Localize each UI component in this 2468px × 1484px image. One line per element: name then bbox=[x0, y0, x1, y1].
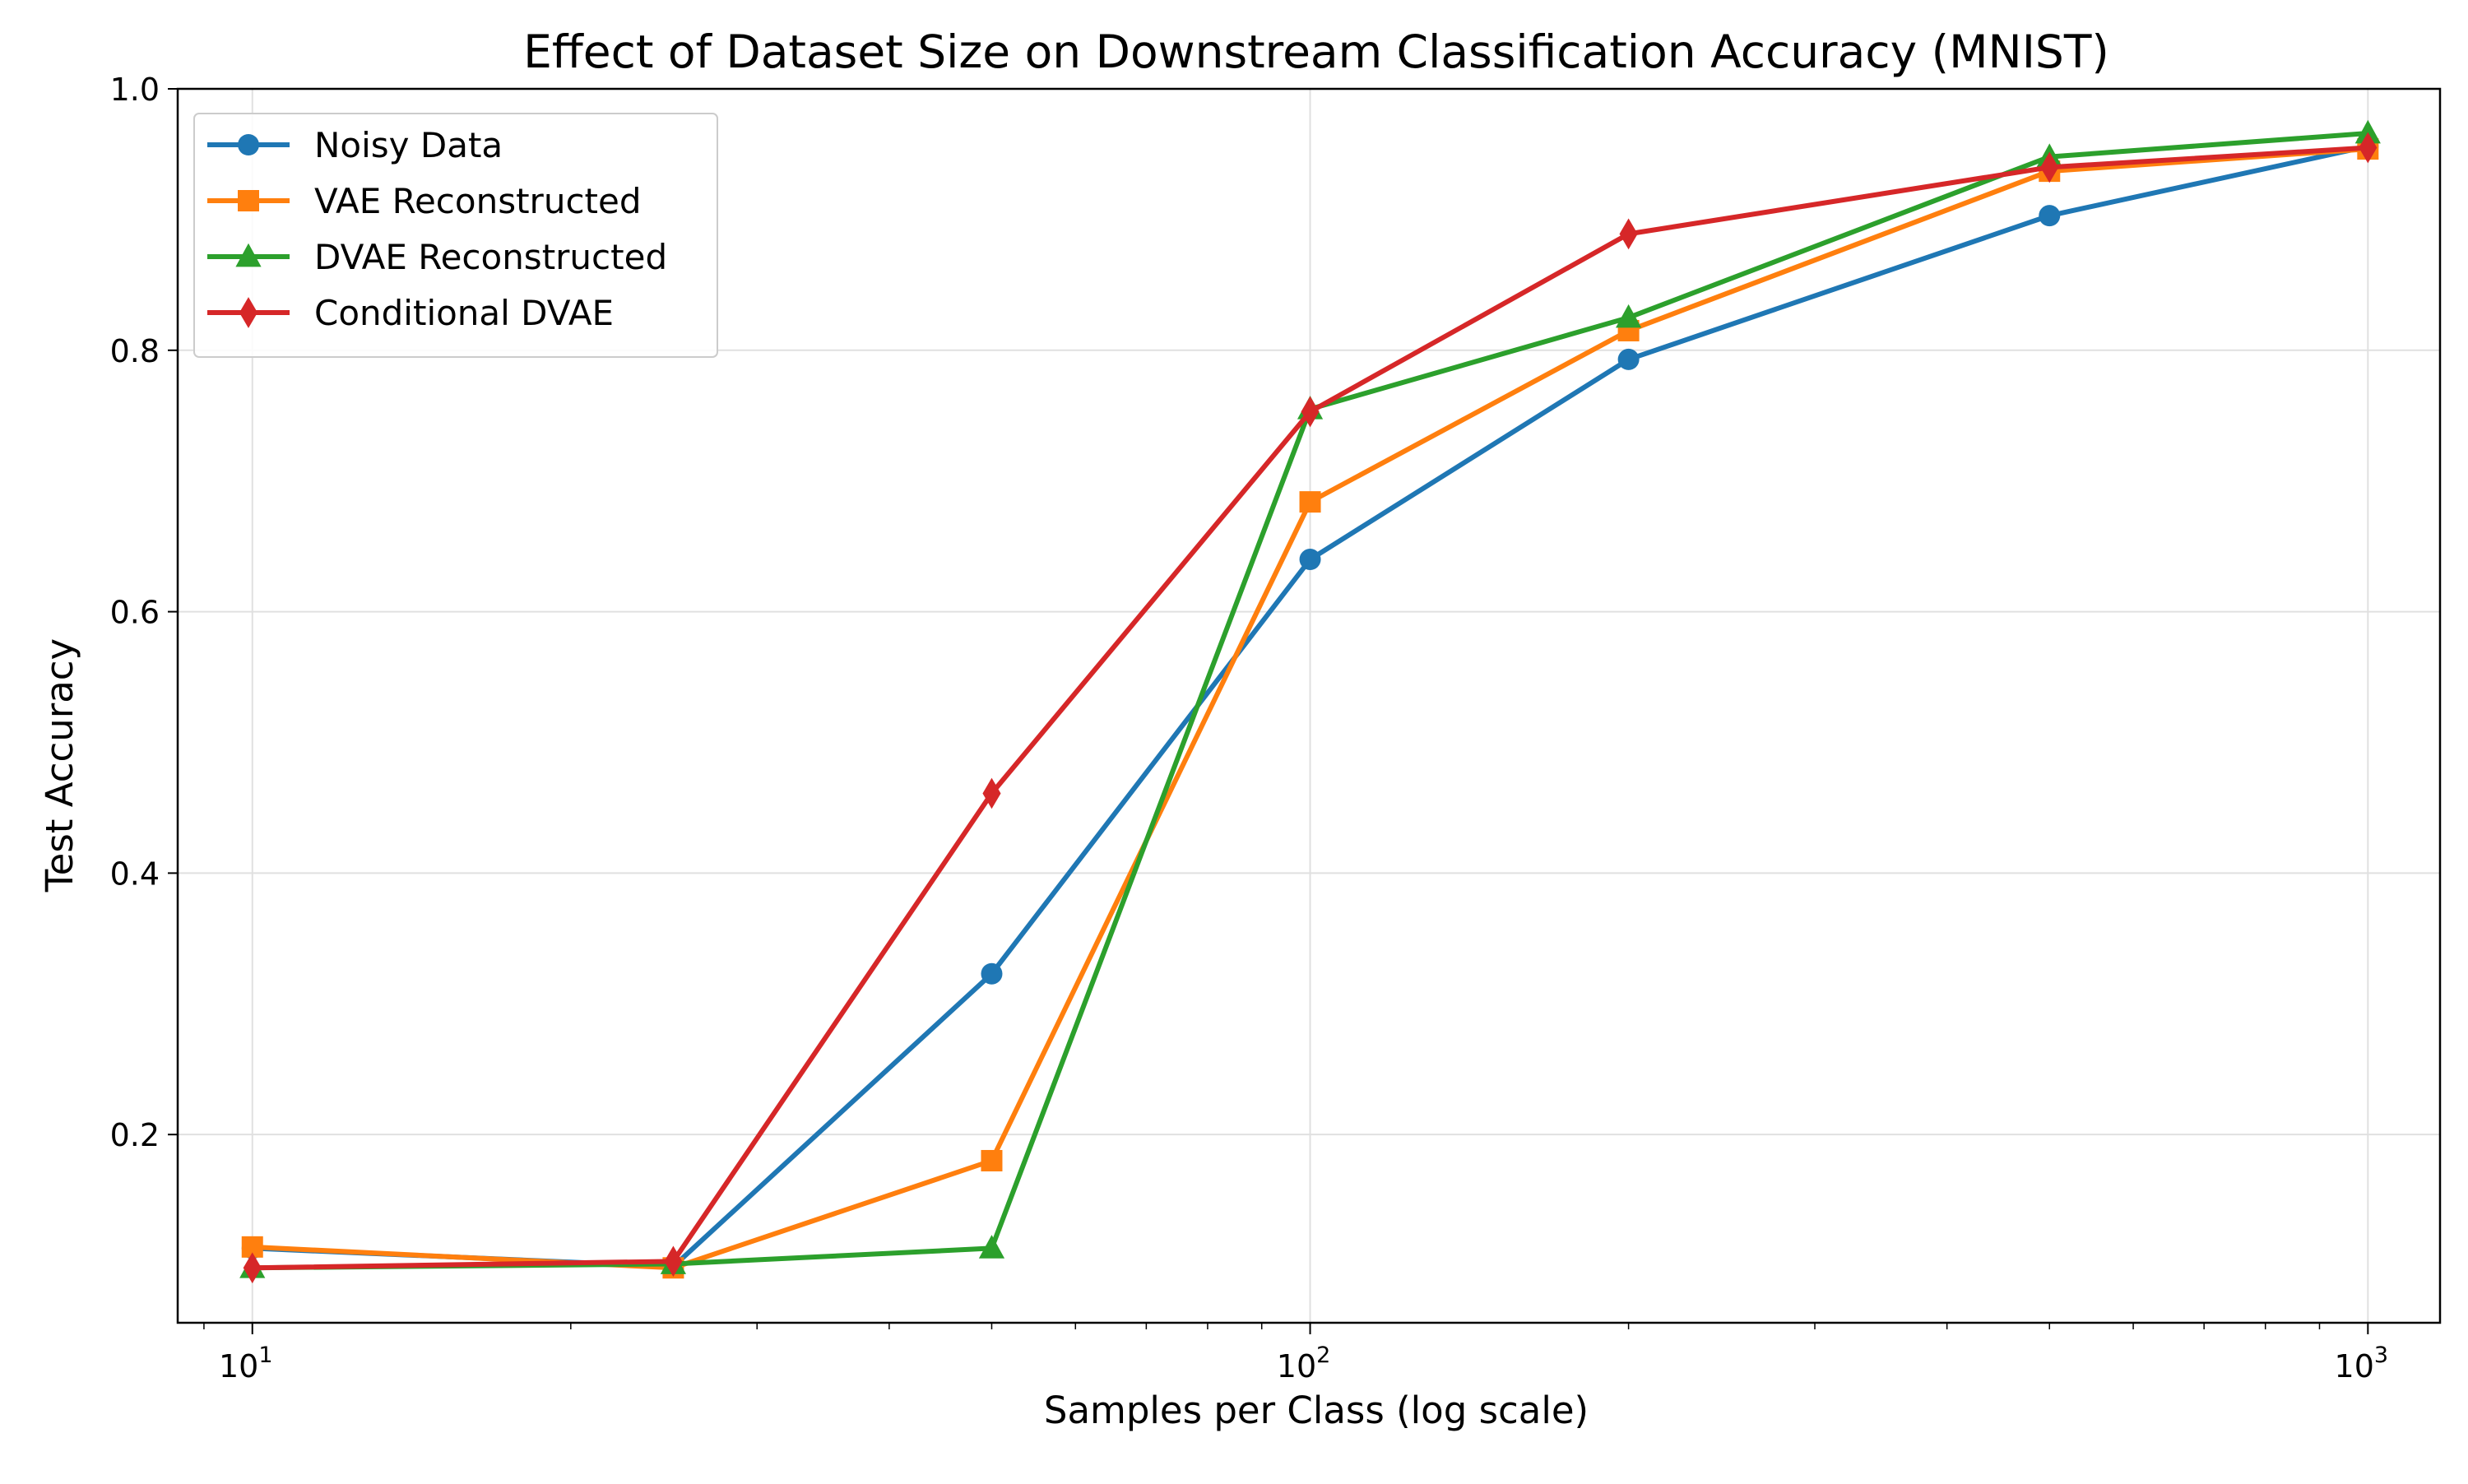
legend-label: Conditional DVAE bbox=[314, 293, 614, 333]
legend-item: DVAE Reconstructed bbox=[207, 237, 667, 277]
x-tick-label: 102 bbox=[1277, 1343, 1331, 1384]
chart-title: Effect of Dataset Size on Downstream Cla… bbox=[523, 26, 2109, 78]
legend-item: Conditional DVAE bbox=[207, 293, 614, 333]
data-point bbox=[2039, 205, 2061, 227]
legend-item: VAE Reconstructed bbox=[207, 181, 642, 221]
legend-label: Noisy Data bbox=[314, 125, 503, 165]
legend-marker bbox=[235, 243, 262, 267]
data-point bbox=[2040, 151, 2059, 183]
data-point bbox=[1617, 348, 1640, 370]
data-point bbox=[2359, 132, 2378, 164]
series-conditional-dvae bbox=[243, 132, 2378, 1284]
data-point bbox=[1301, 396, 1320, 428]
data-point bbox=[1619, 218, 1638, 250]
y-tick-label: 0.4 bbox=[110, 856, 160, 892]
data-point bbox=[982, 777, 1001, 809]
data-point bbox=[2354, 119, 2381, 144]
data-point bbox=[978, 1235, 1005, 1259]
y-tick-label: 0.8 bbox=[110, 333, 160, 369]
data-point bbox=[243, 1252, 262, 1284]
x-tick-label: 103 bbox=[2335, 1343, 2389, 1384]
y-tick-label: 0.2 bbox=[110, 1117, 160, 1153]
legend-marker bbox=[239, 297, 258, 328]
data-point bbox=[1299, 491, 1321, 513]
y-tick-label: 0.6 bbox=[110, 595, 160, 631]
y-tick-label: 1.0 bbox=[110, 72, 160, 108]
legend-marker bbox=[238, 190, 259, 211]
legend-marker bbox=[238, 134, 259, 155]
data-point bbox=[664, 1245, 683, 1278]
x-tick-label: 101 bbox=[219, 1343, 273, 1384]
data-point bbox=[1616, 304, 1642, 328]
x-axis-label: Samples per Class (log scale) bbox=[1044, 1389, 1589, 1432]
data-point bbox=[1299, 549, 1321, 571]
y-axis-label: Test Accuracy bbox=[38, 638, 81, 893]
legend-box bbox=[193, 113, 718, 358]
legend-label: VAE Reconstructed bbox=[314, 181, 642, 221]
legend-item: Noisy Data bbox=[207, 125, 503, 165]
legend-label: DVAE Reconstructed bbox=[314, 237, 667, 277]
plot-frame bbox=[176, 87, 2442, 1324]
data-point bbox=[981, 1149, 1003, 1171]
data-point bbox=[981, 962, 1003, 985]
